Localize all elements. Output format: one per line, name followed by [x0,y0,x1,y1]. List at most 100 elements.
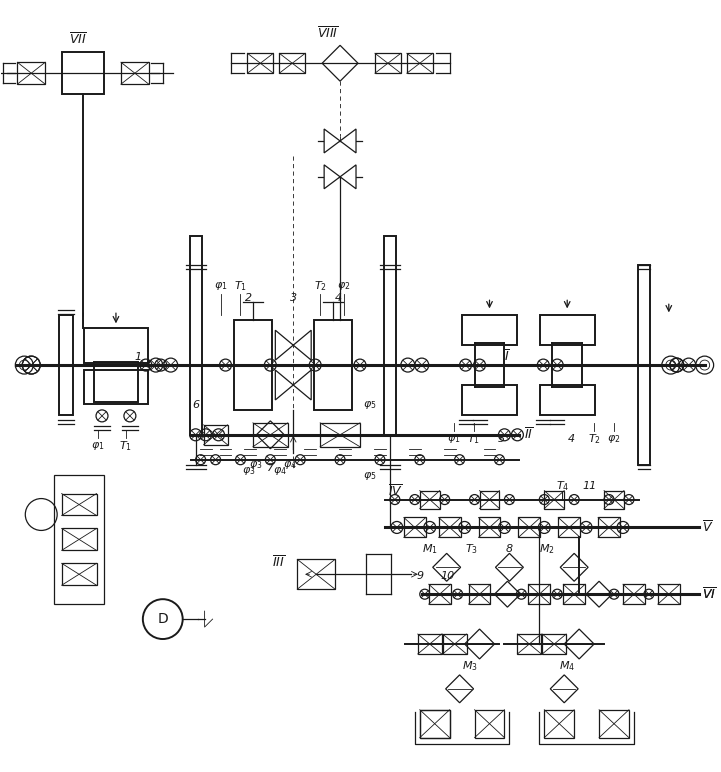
Text: $T_2$: $T_2$ [588,432,601,445]
Text: 11: 11 [582,481,596,491]
Text: $\overline{VI}$: $\overline{VI}$ [702,587,716,602]
Text: 9: 9 [416,571,423,581]
Bar [62,564,97,585]
Bar [474,709,505,737]
Text: $\overline{V}$: $\overline{V}$ [702,520,713,535]
Polygon shape [293,370,311,400]
Text: $\varphi_4$: $\varphi_4$ [283,459,297,471]
Text: 4: 4 [567,434,575,444]
Bar [84,370,149,405]
Bar [320,423,360,447]
Bar [407,53,433,73]
Text: 5: 5 [498,434,505,444]
Polygon shape [275,330,293,360]
Bar [599,709,629,737]
Text: $\varphi_2$: $\varphi_2$ [607,433,621,445]
Text: $T_1$: $T_1$ [467,432,480,445]
Bar [479,490,500,509]
Text: $\varphi_5$: $\varphi_5$ [363,469,377,482]
Bar [420,709,450,737]
Bar [62,529,97,550]
Bar [623,584,645,604]
Text: $\varphi_1$: $\varphi_1$ [447,433,461,445]
Text: $M_2$: $M_2$ [539,543,555,557]
Bar [59,315,73,415]
Text: $\varphi_2$: $\varphi_2$ [337,280,351,293]
Bar [253,423,288,447]
Bar [297,560,335,589]
Bar [417,634,442,654]
Text: $\overline{II}$: $\overline{II}$ [524,427,534,442]
Bar [429,584,451,604]
Bar [604,490,624,509]
Text: $\overline{IV}$: $\overline{IV}$ [388,484,403,499]
Text: 7: 7 [267,462,274,472]
Text: $\varphi_3$: $\varphi_3$ [242,465,255,476]
Polygon shape [340,129,356,153]
Text: 4: 4 [335,293,342,303]
Bar [384,235,396,435]
Polygon shape [340,165,356,189]
Bar [542,634,566,654]
Bar [17,63,45,84]
Bar [247,53,273,73]
Text: $T_4$: $T_4$ [556,479,569,493]
Text: $\overline{VI}$: $\overline{VI}$ [702,587,716,602]
Bar [638,266,650,465]
Text: $T_3$: $T_3$ [465,543,478,557]
Text: 1: 1 [134,352,141,362]
Text: $T_2$: $T_2$ [314,279,327,293]
Bar [544,709,574,737]
Bar [438,517,461,537]
Text: 2: 2 [245,293,252,303]
Bar [54,475,104,604]
Text: $M_4$: $M_4$ [559,659,575,673]
Text: 10: 10 [441,571,455,581]
Bar [598,517,620,537]
Bar [558,517,580,537]
Bar [469,584,490,604]
Bar [540,385,595,415]
Text: 6: 6 [192,400,199,410]
Text: $\varphi_5$: $\varphi_5$ [363,399,377,411]
Text: $T_1$: $T_1$ [234,279,247,293]
Text: 3: 3 [290,293,297,303]
Bar [279,53,305,73]
Text: $\overline{I}$: $\overline{I}$ [503,348,509,364]
Bar [62,52,104,94]
Bar [528,584,550,604]
Text: $T_1$: $T_1$ [120,438,133,452]
Text: $\overline{VIII}$: $\overline{VIII}$ [317,25,339,41]
Bar [658,584,680,604]
Bar [84,328,149,363]
Bar [563,584,585,604]
Bar [94,362,138,402]
Bar [190,235,202,435]
Bar [540,315,595,345]
Bar [518,517,540,537]
Bar [479,517,500,537]
Text: $\overline{III}$: $\overline{III}$ [272,554,285,570]
Bar [404,517,425,537]
Polygon shape [275,370,293,400]
Bar [462,315,517,345]
Text: $\varphi_4$: $\varphi_4$ [273,465,287,476]
Text: 8: 8 [506,544,513,554]
Bar [234,320,273,410]
Bar [62,493,97,516]
Polygon shape [324,165,340,189]
Bar [443,634,466,654]
Bar [420,490,440,509]
Bar [420,709,450,737]
Text: $M_3$: $M_3$ [461,659,477,673]
Bar [314,320,352,410]
Bar [544,490,565,509]
Bar [375,53,401,73]
Text: $M_1$: $M_1$ [422,543,438,557]
Bar [203,425,228,445]
Text: $\overline{VII}$: $\overline{VII}$ [69,32,87,47]
Bar [121,63,149,84]
Text: $\varphi_1$: $\varphi_1$ [92,440,105,452]
Bar [462,385,517,415]
Bar [518,634,541,654]
